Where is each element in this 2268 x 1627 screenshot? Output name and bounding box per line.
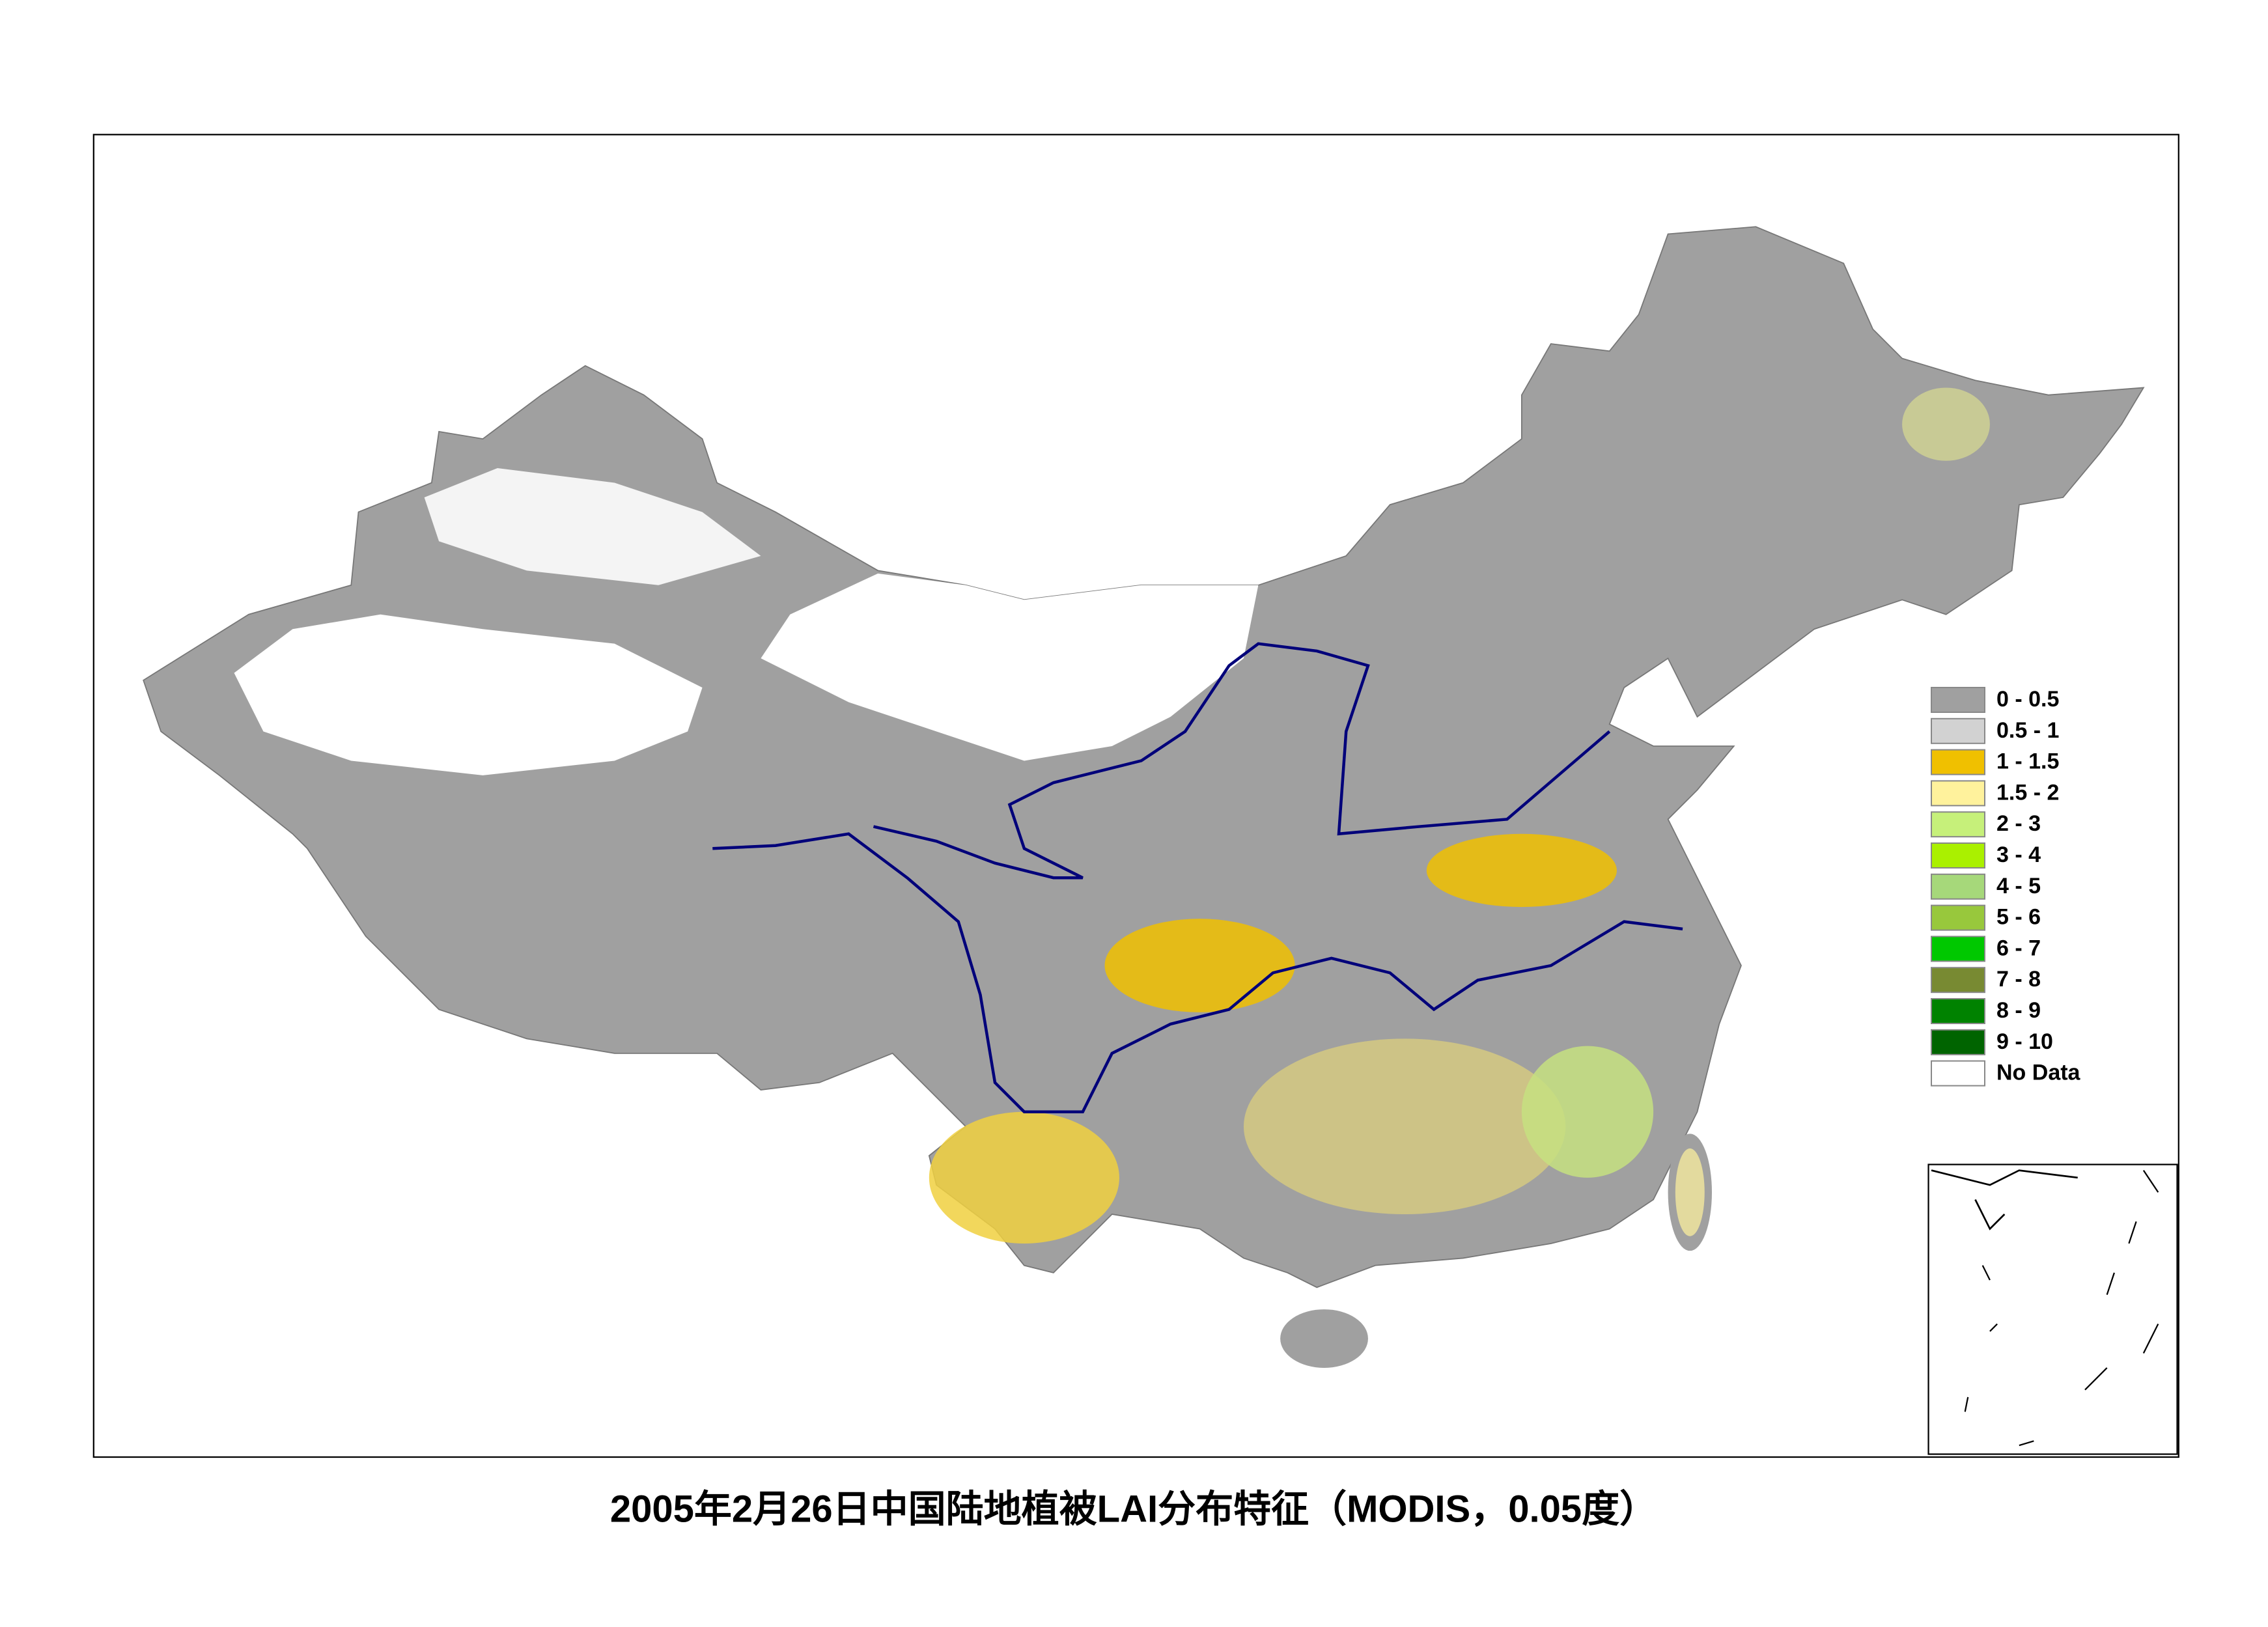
legend-swatch [1931,904,1985,931]
legend-swatch [1931,873,1985,900]
veg-area [1426,833,1617,908]
inset-coastline [1931,1169,2078,1231]
yangtze-river [712,832,1683,1113]
legend: 0 - 0.5 0.5 - 1 1 - 1.5 1.5 - 2 2 - 3 3 - 4 4 … [1931,687,2081,1087]
veg-area [1902,387,1990,461]
inset-boundary-dashes [1964,1169,2159,1447]
legend-label: 1 - 1.5 [1996,749,2059,774]
legend-swatch [1931,749,1985,775]
legend-label: No Data [1996,1061,2081,1085]
legend-label: 6 - 7 [1996,936,2041,960]
legend-label: 0.5 - 1 [1996,718,2059,743]
no-data-region [761,573,1259,761]
legend-swatch [1931,842,1985,869]
legend-label: 1.5 - 2 [1996,780,2059,805]
legend-label: 9 - 10 [1996,1029,2053,1054]
legend-swatch [1931,998,1985,1024]
legend-label: 8 - 9 [1996,998,2041,1023]
south-china-sea-inset [1927,1163,2178,1455]
legend-label: 0 - 0.5 [1996,687,2059,712]
veg-area [1243,1038,1566,1215]
hainan [1280,1309,1368,1368]
legend-swatch [1931,687,1985,713]
map-title: 2005年2月26日中国陆地植被LAI分布特征（MODIS，0.05度） [610,1488,1657,1530]
legend-swatch [1931,1029,1985,1055]
legend-label: 3 - 4 [1996,842,2041,867]
legend-swatch [1931,936,1985,962]
yellow-river [873,642,1611,880]
veg-area [1104,919,1295,1012]
veg-area [929,1111,1119,1244]
legend-swatch [1931,1060,1985,1087]
veg-area [1521,1046,1654,1178]
legend-label: 5 - 6 [1996,905,2041,930]
legend-label: 2 - 3 [1996,811,2041,836]
legend-swatch [1931,780,1985,807]
taiwan-veg [1675,1148,1705,1236]
no-data-region [234,614,703,775]
legend-label: 7 - 8 [1996,967,2041,992]
legend-swatch [1931,811,1985,838]
legend-swatch [1931,967,1985,994]
legend-swatch [1931,717,1985,744]
legend-label: 4 - 5 [1996,874,2041,898]
no-data-region [424,468,761,585]
map-layer [92,133,2179,1458]
